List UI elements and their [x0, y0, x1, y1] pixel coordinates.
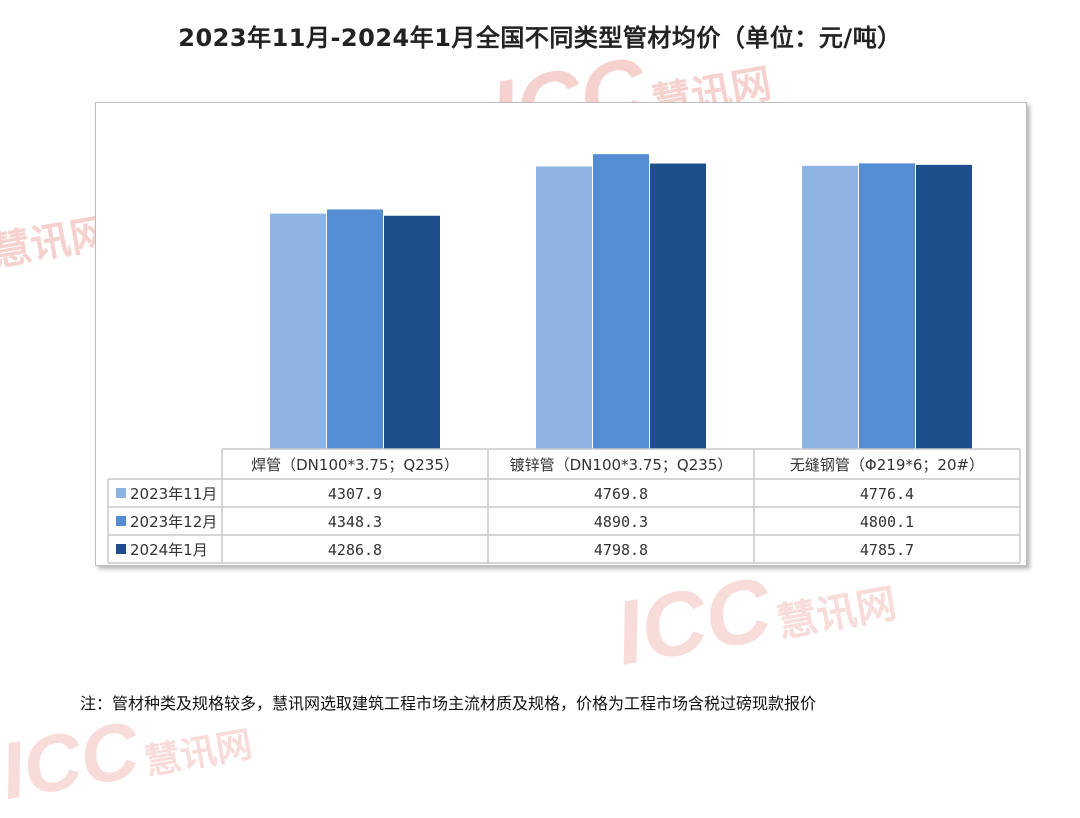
- data-label: 4307.9: [328, 485, 382, 503]
- category-label: 无缝钢管（Φ219*6；20#）: [790, 456, 984, 474]
- data-label: 4286.8: [328, 541, 382, 559]
- chart-title: 2023年11月-2024年1月全国不同类型管材均价（单位：元/吨）: [178, 24, 902, 52]
- bar: [802, 165, 858, 450]
- legend-label: 2024年1月: [130, 541, 208, 559]
- legend-swatch: [116, 516, 126, 526]
- data-label: 4798.8: [594, 541, 648, 559]
- footnote: 注：管材种类及规格较多，慧讯网选取建筑工程市场主流材质及规格，价格为工程市场含税…: [80, 694, 817, 713]
- bar-chart-with-data-table: 焊管（DN100*3.75；Q235） 镀锌管（DN100*3.75；Q235） 无…: [107, 154, 1021, 564]
- data-label: 4890.3: [594, 513, 648, 531]
- bar: [650, 163, 706, 449]
- bar: [916, 164, 972, 450]
- watermark-latin: ICC: [0, 704, 146, 817]
- data-label: 4348.3: [328, 513, 382, 531]
- bar: [536, 166, 592, 449]
- watermark-cn: 慧讯网: [773, 580, 900, 647]
- legend-swatch: [116, 544, 126, 554]
- bar: [593, 154, 649, 449]
- bar: [270, 213, 326, 449]
- legend-label: 2023年12月: [130, 513, 217, 531]
- bar: [384, 215, 440, 449]
- bar: [327, 209, 383, 449]
- chart-frame: 焊管（DN100*3.75；Q235） 镀锌管（DN100*3.75；Q235） 无…: [95, 102, 1027, 566]
- data-label: 4785.7: [860, 541, 914, 559]
- bar: [859, 163, 915, 449]
- legend-label: 2023年11月: [130, 485, 217, 503]
- watermark-latin: ICC: [608, 559, 779, 685]
- category-label: 焊管（DN100*3.75；Q235）: [251, 456, 459, 474]
- category-label: 镀锌管（DN100*3.75；Q235）: [510, 456, 733, 474]
- data-label: 4769.8: [594, 485, 648, 503]
- data-label: 4800.1: [860, 513, 914, 531]
- data-label: 4776.4: [860, 485, 914, 503]
- watermark-cn: 慧讯网: [141, 724, 256, 784]
- legend-swatch: [116, 488, 126, 498]
